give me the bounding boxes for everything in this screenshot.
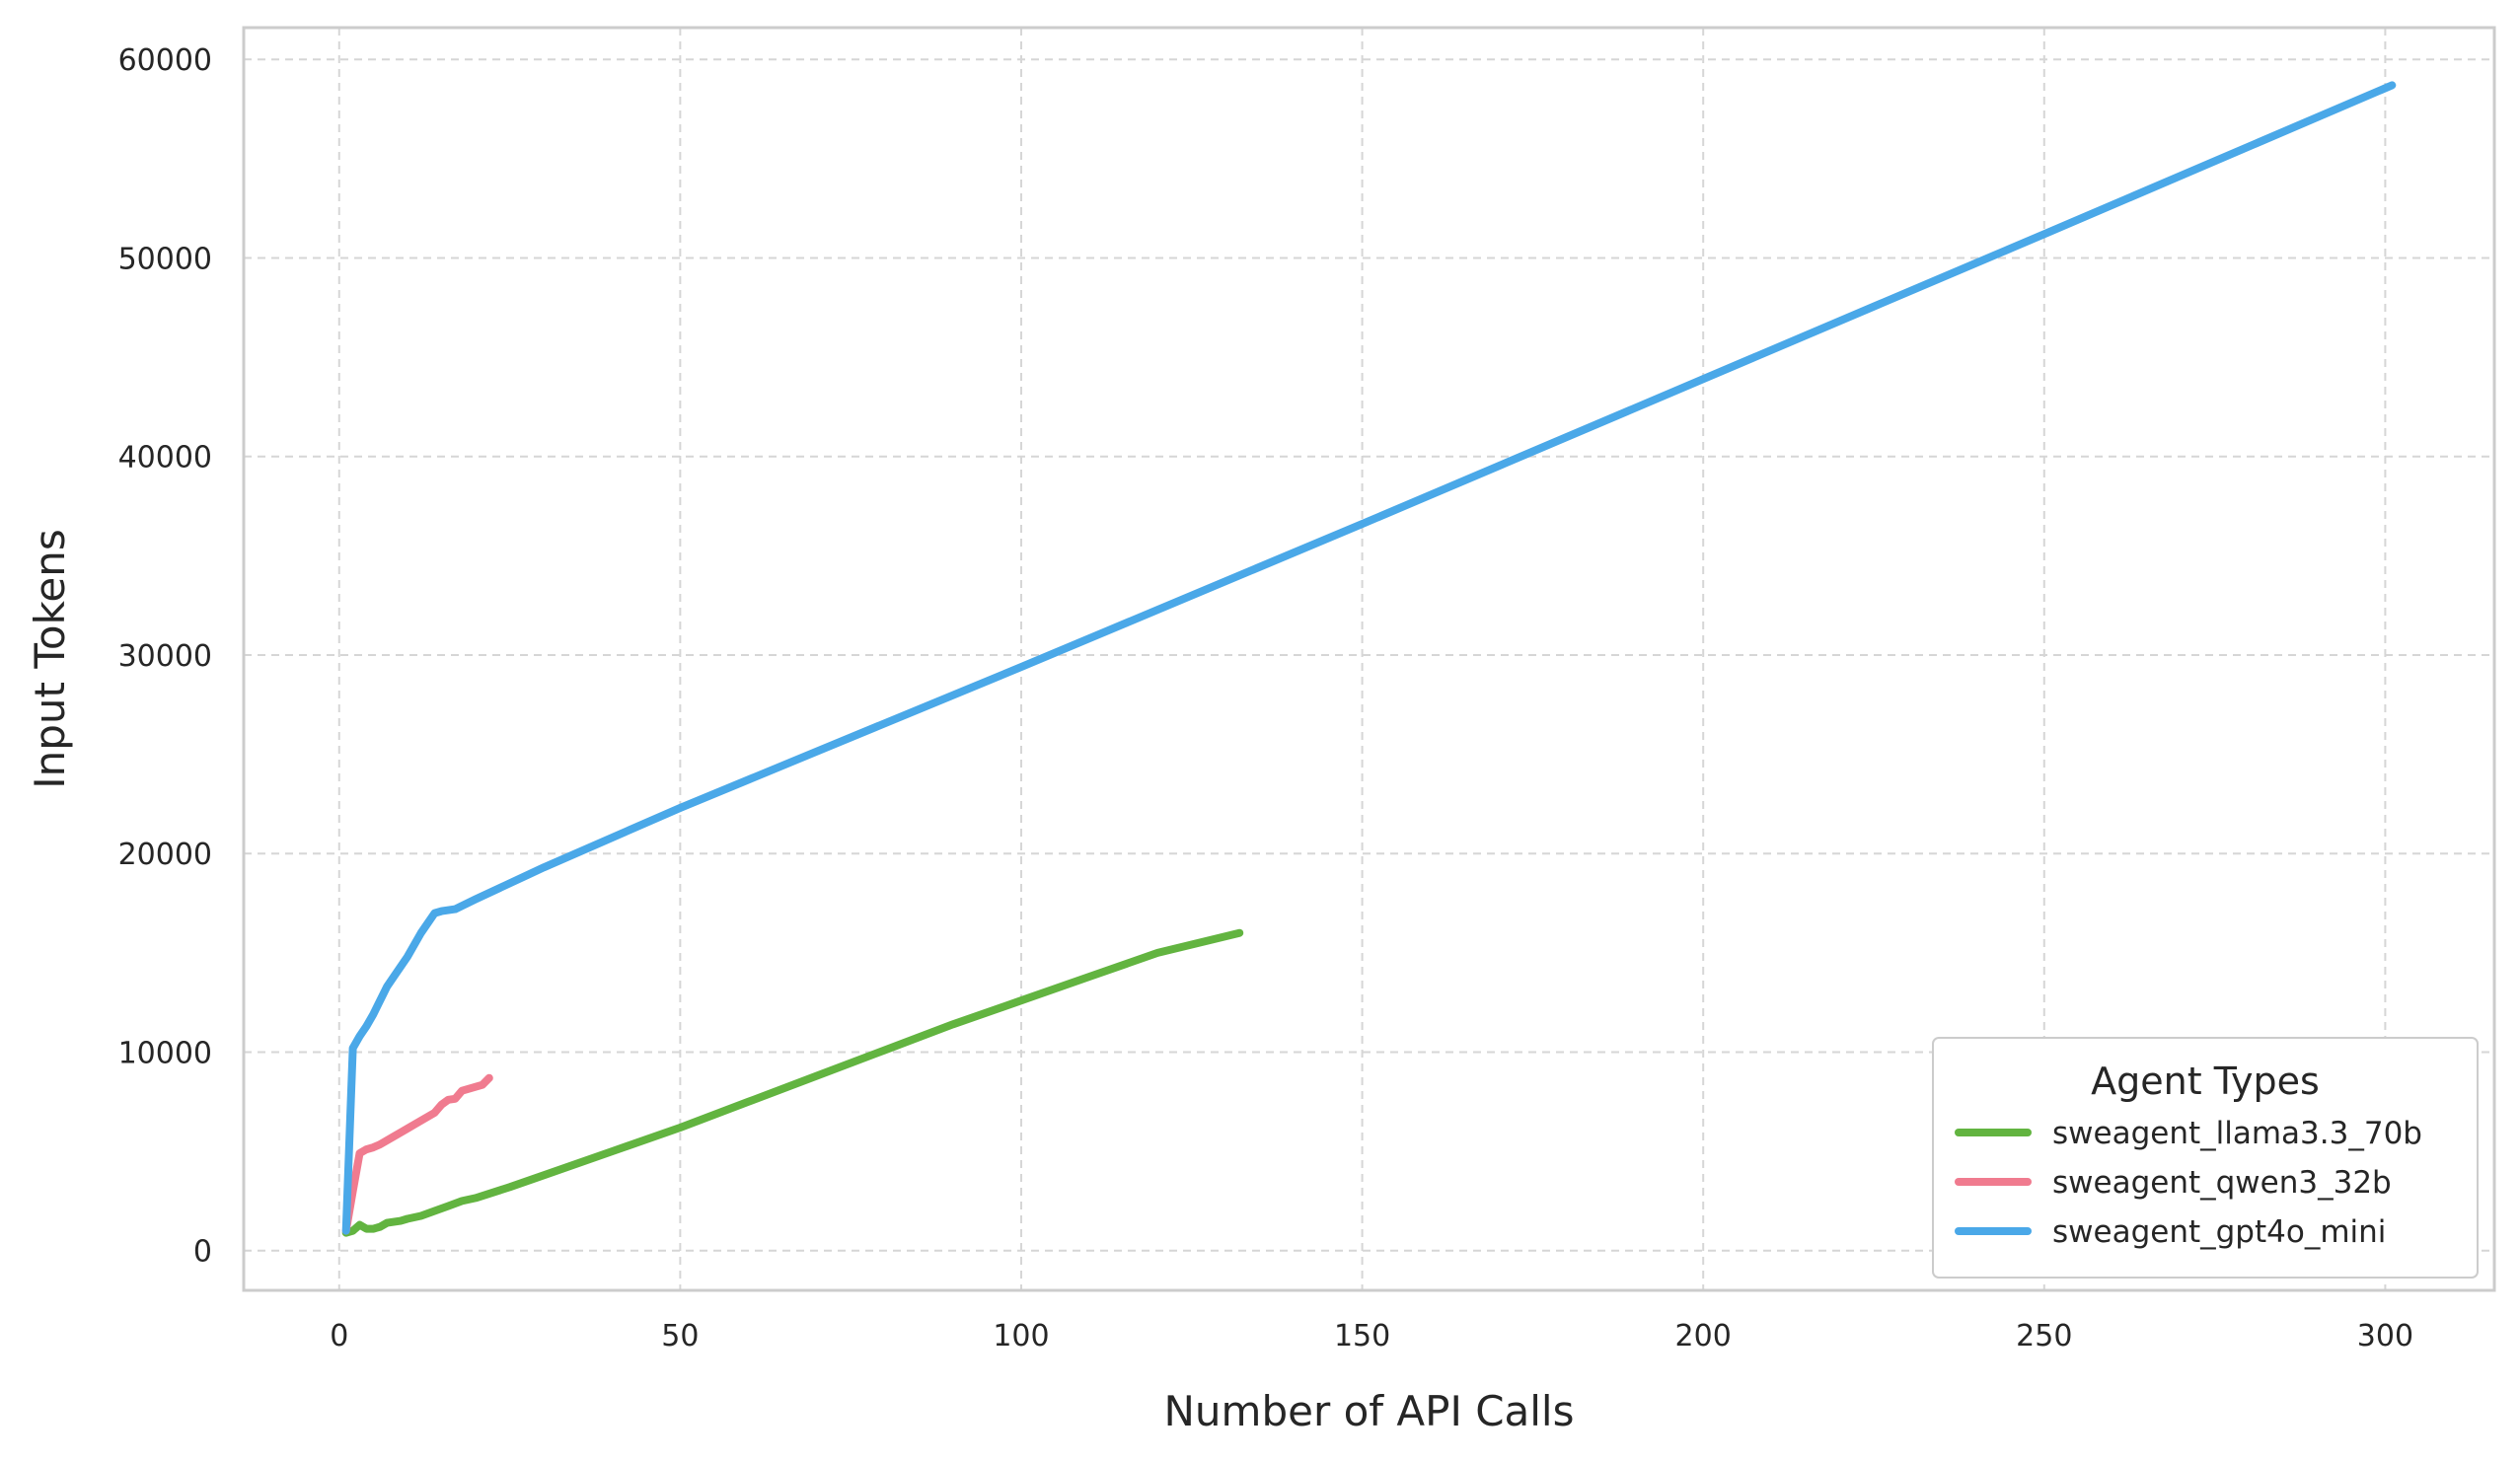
y-tick-label: 50000 (118, 242, 212, 276)
x-tick-label: 250 (2016, 1319, 2072, 1353)
y-tick-label: 40000 (118, 441, 212, 475)
y-tick-label: 60000 (118, 43, 212, 78)
series-lines (341, 81, 2397, 1237)
x-tick-label: 150 (1334, 1319, 1390, 1353)
legend-label: sweagent_qwen3_32b (2052, 1165, 2392, 1201)
grid (244, 28, 2494, 1290)
y-axis-title: Input Tokens (26, 529, 74, 788)
x-tick-label: 0 (330, 1319, 348, 1353)
x-tick-label: 300 (2357, 1319, 2413, 1353)
legend-label: sweagent_llama3.3_70b (2052, 1116, 2422, 1151)
x-tick-label: 200 (1675, 1319, 1732, 1353)
legend-box (1932, 1037, 2479, 1279)
y-tick-label: 0 (193, 1235, 212, 1270)
tick-labels: 0 50 100 150 200 250 300 0 10000 20000 30000 40000 5… (118, 43, 2413, 1353)
y-tick-label: 10000 (118, 1036, 212, 1070)
y-tick-label: 20000 (118, 838, 212, 872)
legend-items: sweagent_llama3.3_70b sweagent_qwen3_32bs… (1955, 1116, 2422, 1250)
plot-frame (242, 26, 2496, 1292)
x-tick-label: 50 (661, 1319, 699, 1353)
x-axis-title: Number of API Calls (1164, 1387, 1575, 1435)
y-tick-label: 30000 (118, 639, 212, 674)
legend: Agent Types sweagent_llama3.3_70bsweagen… (1932, 1037, 2479, 1279)
legend-label: sweagent_gpt4o_mini (2052, 1214, 2386, 1250)
series-line-sweagent_gpt4o_mini (341, 81, 2397, 1235)
series-line-sweagent_llama3.3_70b (341, 928, 1244, 1237)
series-line-sweagent_qwen3_32b (341, 1073, 493, 1235)
legend-title: Agent Types (2091, 1060, 2320, 1103)
x-tick-label: 100 (993, 1319, 1049, 1353)
